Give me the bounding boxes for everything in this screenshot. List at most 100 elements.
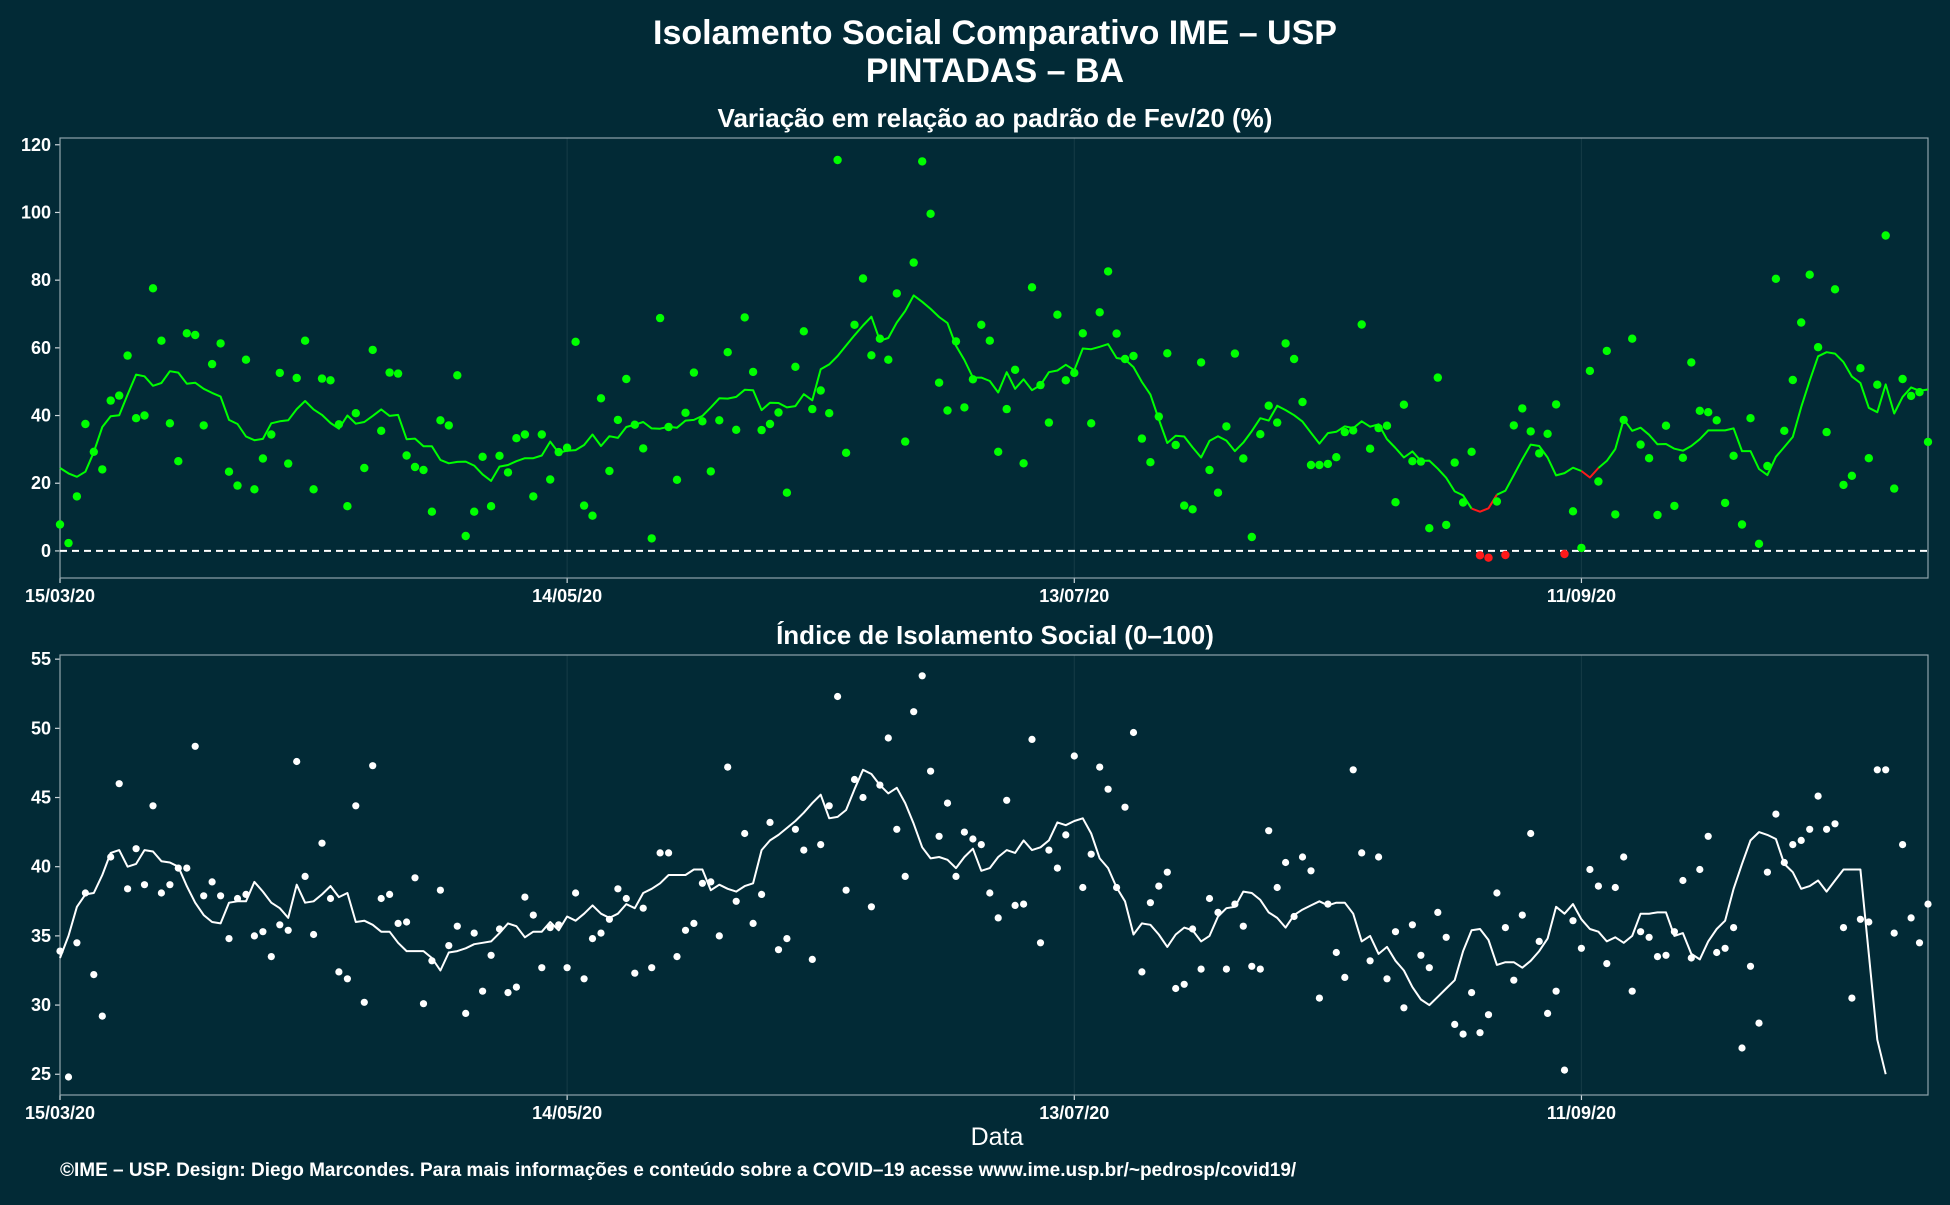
data-point — [259, 928, 267, 936]
data-point — [512, 983, 521, 991]
data-point — [1695, 406, 1705, 415]
data-point — [1890, 484, 1899, 493]
data-point — [850, 320, 859, 329]
data-point — [334, 420, 344, 429]
data-point — [351, 409, 360, 418]
data-point — [1045, 846, 1053, 854]
data-point — [242, 890, 250, 899]
data-point — [72, 492, 82, 501]
data-point — [1831, 820, 1839, 828]
data-point — [182, 329, 191, 338]
data-point — [309, 485, 318, 494]
data-point — [1087, 419, 1096, 428]
data-point — [360, 998, 368, 1006]
data-point — [411, 874, 419, 882]
data-point — [1730, 924, 1738, 932]
data-point — [546, 924, 554, 932]
data-point — [1644, 454, 1654, 463]
data-point — [816, 386, 825, 395]
data-point — [969, 835, 977, 843]
data-point — [808, 955, 816, 964]
data-point — [1374, 423, 1383, 433]
data-point — [284, 459, 293, 468]
data-point — [115, 391, 124, 400]
data-point — [478, 452, 487, 461]
data-point — [1265, 827, 1273, 835]
data-point — [1096, 763, 1104, 771]
y-tick-label: 50 — [31, 718, 51, 738]
data-point — [352, 802, 360, 810]
data-point — [1755, 1019, 1763, 1027]
data-point — [1087, 850, 1095, 858]
moving-average-line — [59, 294, 1473, 510]
data-point — [317, 374, 327, 383]
data-point — [1391, 498, 1400, 507]
data-point — [267, 953, 275, 961]
data-point — [884, 355, 893, 364]
data-point — [1205, 465, 1214, 475]
data-point — [1510, 976, 1518, 984]
data-point — [157, 336, 166, 345]
data-point — [64, 538, 73, 548]
data-point — [859, 793, 867, 802]
data-point — [1366, 957, 1374, 965]
data-point — [1467, 447, 1476, 456]
data-point — [1154, 412, 1164, 421]
data-point — [639, 444, 648, 453]
data-point — [200, 892, 208, 900]
data-point — [1823, 825, 1831, 833]
data-point — [1603, 960, 1611, 968]
data-point — [73, 939, 81, 947]
panel-top-title: Variação em relação ao padrão de Fev/20 … — [718, 103, 1273, 133]
data-point — [1196, 358, 1206, 367]
data-point — [960, 403, 969, 412]
data-point — [1231, 900, 1239, 908]
data-point — [292, 373, 301, 383]
data-point — [782, 488, 792, 497]
panel-frame — [59, 654, 1929, 1096]
y-tick-label: 100 — [21, 202, 51, 222]
data-point — [665, 849, 673, 857]
data-point — [571, 337, 580, 346]
data-point — [850, 775, 859, 784]
data-point — [1290, 912, 1298, 921]
data-point — [1036, 939, 1045, 947]
data-point — [1459, 1030, 1467, 1038]
data-point — [1408, 921, 1416, 929]
data-point — [1070, 368, 1079, 378]
y-tick-label: 40 — [31, 406, 51, 426]
data-point — [1721, 944, 1729, 952]
data-point — [774, 408, 783, 417]
data-point — [631, 969, 639, 977]
data-point — [1501, 924, 1509, 932]
data-point — [1746, 962, 1755, 970]
data-point — [461, 531, 470, 541]
data-point — [1230, 349, 1240, 358]
x-tick-label: 11/09/20 — [1547, 586, 1616, 606]
data-point — [1864, 454, 1874, 463]
data-point — [1763, 868, 1771, 876]
data-point — [1670, 501, 1679, 511]
data-point — [927, 767, 935, 775]
data-point — [1637, 928, 1645, 936]
data-point — [1839, 480, 1848, 490]
data-point — [394, 919, 402, 928]
moving-average-line — [1580, 467, 1600, 479]
data-point — [1095, 308, 1104, 317]
data-point — [1653, 953, 1662, 961]
data-point — [149, 802, 157, 810]
data-point — [174, 864, 182, 872]
data-point — [1527, 829, 1535, 838]
data-point — [749, 919, 757, 928]
data-point — [1256, 965, 1264, 973]
data-point — [1475, 551, 1485, 560]
data-point — [343, 502, 352, 511]
data-point — [681, 408, 690, 417]
data-point — [131, 414, 141, 423]
data-point — [55, 520, 65, 529]
data-point — [1113, 883, 1121, 892]
data-point — [1273, 883, 1281, 892]
data-point — [1906, 391, 1916, 401]
data-point — [1020, 900, 1028, 908]
x-tick-label: 14/05/20 — [532, 1103, 602, 1123]
